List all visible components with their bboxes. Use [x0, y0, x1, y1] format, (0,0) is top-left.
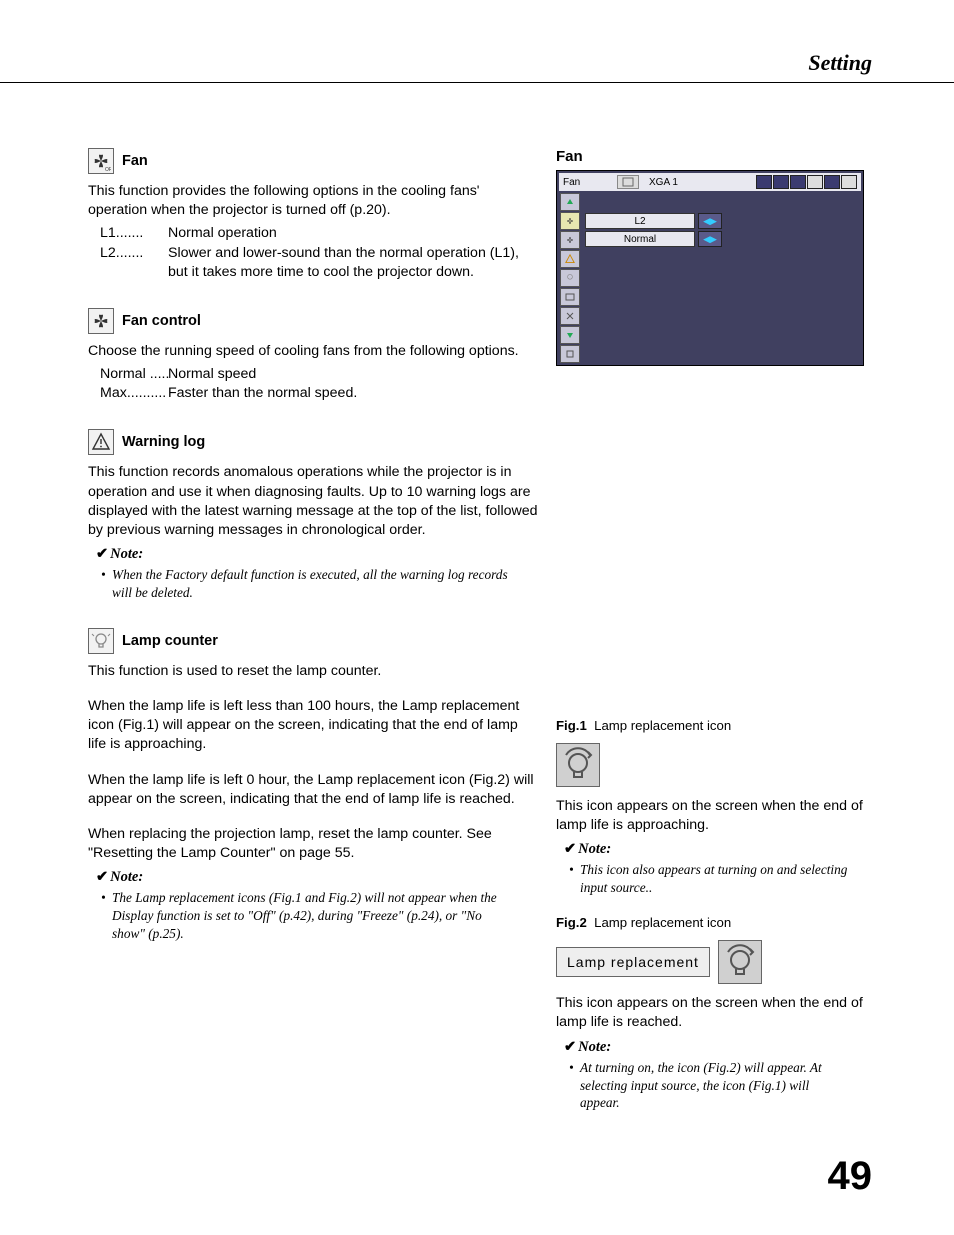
- fig1-desc: This icon appears on the screen when the…: [556, 797, 872, 835]
- osd-mini-icon: [790, 175, 806, 189]
- lamp-counter-icon: [88, 628, 114, 654]
- section-fan-control: Fan control Choose the running speed of …: [88, 308, 538, 404]
- osd-mini-icon: [773, 175, 789, 189]
- osd-down-icon[interactable]: [560, 326, 580, 344]
- warning-icon: [88, 429, 114, 455]
- fig1-label: Fig.1: [556, 718, 587, 733]
- fig2-label: Fig.2: [556, 915, 587, 930]
- osd-mini-icon: [824, 175, 840, 189]
- lamp-replacement-icon: [718, 940, 762, 984]
- opt-key: L1: [100, 225, 116, 241]
- osd-mode-label: XGA 1: [649, 177, 678, 188]
- osd-arrows-icon[interactable]: ◀▶: [698, 231, 722, 247]
- lc-p2: When the lamp life is left less than 100…: [88, 697, 538, 755]
- osd-field-l2[interactable]: L2: [585, 213, 695, 229]
- osd-mini-icon: [756, 175, 772, 189]
- note-heading: Note:: [564, 841, 872, 858]
- left-column: OFF Fan This function provides the follo…: [88, 148, 538, 1112]
- opt-val: Faster than the normal speed.: [168, 384, 538, 403]
- osd-row-normal: Normal ◀▶: [585, 231, 857, 247]
- fan-control-title: Fan control: [122, 313, 201, 329]
- fan-control-icon: [88, 308, 114, 334]
- section-fan: OFF Fan This function provides the follo…: [88, 148, 538, 282]
- osd-top-bar: Fan XGA 1: [559, 173, 861, 191]
- opt-val: Normal speed: [168, 365, 538, 384]
- fan-control-desc: Choose the running speed of cooling fans…: [88, 342, 538, 361]
- osd-main: L2 ◀▶ Normal ◀▶: [581, 193, 861, 363]
- fan-icon: OFF: [88, 148, 114, 174]
- fan-desc: This function provides the following opt…: [88, 182, 538, 220]
- opt-key: Normal: [100, 366, 146, 382]
- fig1-caption-text: Lamp replacement icon: [594, 718, 731, 733]
- fan-title: Fan: [122, 153, 148, 169]
- fig2-desc: This icon appears on the screen when the…: [556, 994, 872, 1032]
- fan-opt-l2: L2 Slower and lower-sound than the norma…: [100, 244, 538, 282]
- osd-filter-icon[interactable]: [560, 288, 580, 306]
- note-heading: Note:: [564, 1039, 872, 1056]
- warning-log-desc: This function records anomalous operatio…: [88, 463, 538, 540]
- note-text: At turning on, the icon (Fig.2) will app…: [580, 1059, 872, 1113]
- note-heading: Note:: [96, 869, 538, 886]
- osd-lamp-icon[interactable]: [560, 269, 580, 287]
- fc-opt-max: Max Faster than the normal speed.: [100, 384, 538, 403]
- osd-sidebar: [559, 193, 581, 363]
- osd-fan-icon[interactable]: [560, 231, 580, 249]
- warning-log-title: Warning log: [122, 434, 205, 450]
- fig2-caption-text: Lamp replacement icon: [594, 915, 731, 930]
- right-column: Fan Fan XGA 1: [556, 148, 872, 1112]
- opt-val: Normal operation: [168, 224, 538, 243]
- lc-p3: When the lamp life is left 0 hour, the L…: [88, 771, 538, 809]
- lamp-replacement-bar: Lamp replacement: [556, 947, 710, 977]
- opt-val: Slower and lower-sound than the normal o…: [168, 244, 538, 282]
- osd-arrows-icon[interactable]: ◀▶: [698, 213, 722, 229]
- osd-row-l2: L2 ◀▶: [585, 213, 857, 229]
- fan-opt-l1: L1 Normal operation: [100, 224, 538, 243]
- fig1-caption: Fig.1 Lamp replacement icon: [556, 718, 872, 733]
- page-header-title: Setting: [808, 50, 872, 76]
- osd-top-icons: [756, 175, 857, 189]
- fig2-caption: Fig.2 Lamp replacement icon: [556, 915, 872, 930]
- content-area: OFF Fan This function provides the follo…: [88, 148, 872, 1112]
- note-text: This icon also appears at turning on and…: [580, 861, 872, 897]
- lamp-replacement-icon: [556, 743, 600, 787]
- osd-mini-icon: [807, 175, 823, 189]
- osd-top-label: Fan: [563, 177, 613, 188]
- fig1-block: Fig.1 Lamp replacement icon This icon ap…: [556, 718, 872, 897]
- fc-opt-normal: Normal Normal speed: [100, 365, 538, 384]
- header-rule: [0, 82, 954, 83]
- section-lamp-counter: Lamp counter This function is used to re…: [88, 628, 538, 943]
- fan-panel-heading: Fan: [556, 148, 872, 165]
- page-number: 49: [828, 1154, 873, 1199]
- osd-exit-icon[interactable]: [560, 345, 580, 363]
- osd-warning-icon[interactable]: [560, 250, 580, 268]
- svg-text:OFF: OFF: [105, 167, 111, 171]
- opt-key: L2: [100, 245, 116, 261]
- osd-mini-icon: [841, 175, 857, 189]
- note-text: When the Factory default function is exe…: [112, 566, 538, 602]
- osd-reset-icon[interactable]: [560, 307, 580, 325]
- note-heading: Note:: [96, 546, 538, 563]
- section-warning-log: Warning log This function records anomal…: [88, 429, 538, 602]
- lc-p1: This function is used to reset the lamp …: [88, 662, 538, 681]
- lamp-counter-title: Lamp counter: [122, 633, 218, 649]
- osd-field-normal[interactable]: Normal: [585, 231, 695, 247]
- osd-fan-panel: Fan XGA 1: [556, 170, 864, 366]
- fig2-block: Fig.2 Lamp replacement icon Lamp replace…: [556, 915, 872, 1112]
- opt-key: Max: [100, 385, 127, 401]
- osd-fan-off-icon[interactable]: [560, 212, 580, 230]
- osd-top-icon: [617, 175, 639, 189]
- note-text: The Lamp replacement icons (Fig.1 and Fi…: [112, 889, 538, 943]
- osd-up-icon[interactable]: [560, 193, 580, 211]
- lc-p4: When replacing the projection lamp, rese…: [88, 825, 538, 863]
